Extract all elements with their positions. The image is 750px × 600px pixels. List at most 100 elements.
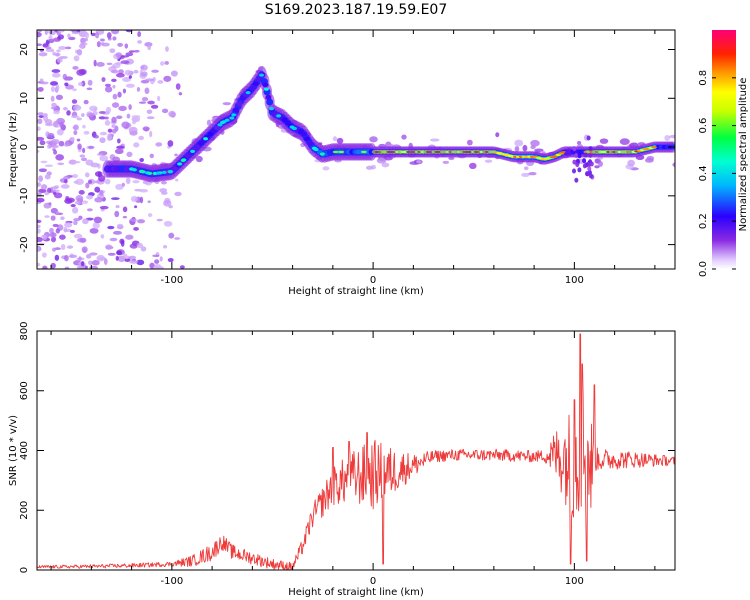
noise-blob [168, 232, 175, 239]
ridge-spot [263, 87, 269, 91]
noise-blob [66, 197, 75, 203]
noise-blob [178, 92, 183, 96]
noise-blob [53, 149, 58, 155]
noise-blob [82, 200, 88, 204]
noise-blob [82, 147, 86, 154]
noise-blob [48, 202, 52, 206]
noise-blob [88, 146, 94, 149]
noise-blob [82, 124, 86, 129]
noise-blob [65, 140, 70, 144]
noise-blob [585, 171, 590, 177]
noise-blob [589, 161, 594, 167]
noise-blob [91, 260, 100, 266]
noise-blob [139, 158, 144, 163]
noise-blob [124, 258, 131, 262]
noise-blob [594, 165, 600, 169]
noise-blob [644, 157, 654, 163]
ridge-mid [307, 141, 314, 146]
noise-blob [47, 144, 51, 149]
noise-blob [94, 32, 100, 39]
noise-blob [161, 108, 169, 114]
noise-blob [168, 110, 176, 118]
noise-blob [152, 77, 156, 82]
noise-blob [60, 243, 66, 251]
noise-blob [122, 206, 128, 213]
noise-blob [50, 144, 59, 149]
noise-blob [587, 166, 592, 172]
noise-blob [134, 205, 138, 209]
noise-blob [73, 55, 80, 62]
noise-blob [528, 172, 537, 176]
noise-blob [73, 220, 78, 226]
noise-blob [157, 95, 161, 102]
noise-blob [40, 160, 48, 164]
noise-blob [376, 157, 387, 164]
noise-blob [152, 254, 160, 258]
noise-blob [111, 124, 116, 128]
noise-blob [110, 197, 120, 201]
ridge-spot [224, 118, 230, 122]
ridge-mid [233, 107, 240, 113]
noise-blob [137, 31, 142, 38]
snr-xtick-label: 100 [565, 576, 584, 587]
noise-blob [37, 228, 41, 234]
noise-blob [77, 143, 82, 150]
noise-blob [130, 218, 137, 222]
ridge-outer [266, 98, 274, 106]
noise-blob [83, 99, 89, 105]
noise-blob [111, 116, 117, 124]
noise-blob [128, 75, 132, 79]
spec-ytick-label: -20 [19, 236, 30, 252]
noise-blob [45, 30, 51, 34]
ridge-spot [177, 162, 183, 166]
noise-blob [78, 81, 83, 87]
noise-blob [41, 252, 47, 258]
noise-blob [115, 52, 123, 58]
noise-blob [530, 145, 536, 150]
noise-blob [66, 110, 71, 116]
noise-blob [99, 38, 105, 42]
colorbar-tick-label: 0.6 [698, 118, 709, 134]
colorbar-gradient [712, 30, 736, 269]
noise-blob [141, 71, 148, 77]
noise-blob [79, 42, 88, 46]
noise-blob [71, 206, 79, 214]
noise-blob [67, 33, 71, 38]
noise-blob [57, 34, 65, 40]
noise-blob [125, 83, 135, 88]
noise-blob [72, 88, 77, 92]
colorbar: 0.0 0.2 0.4 0.6 0.8 Normalized spectral ampli… [698, 30, 749, 277]
noise-blob [145, 78, 155, 82]
noise-blob [416, 160, 422, 164]
noise-blob [79, 237, 87, 243]
noise-blob [71, 99, 78, 104]
noise-blob [64, 82, 69, 87]
noise-blob [448, 156, 455, 160]
noise-blob [39, 78, 44, 83]
noise-blob [167, 257, 174, 263]
noise-blob [174, 237, 181, 240]
noise-blob [96, 41, 101, 48]
noise-blob [60, 216, 65, 221]
noise-blob [54, 254, 60, 261]
noise-blob [63, 228, 72, 232]
noise-blob [40, 81, 49, 85]
noise-blob [37, 118, 43, 125]
noise-blob [514, 139, 524, 147]
noise-blob [174, 191, 182, 197]
noise-blob [112, 84, 116, 89]
noise-blob [147, 200, 151, 204]
ridge-spot [203, 137, 209, 141]
noise-blob [52, 53, 61, 56]
noise-blob [50, 48, 55, 53]
noise-blob [110, 69, 119, 74]
noise-blob [572, 159, 577, 165]
noise-blob [50, 95, 55, 102]
noise-blob [120, 60, 130, 65]
noise-blob [122, 88, 127, 94]
noise-blob [42, 265, 48, 269]
noise-blob [103, 258, 108, 265]
noise-blob [137, 219, 146, 224]
noise-blob [37, 136, 45, 141]
noise-blob [112, 93, 118, 100]
